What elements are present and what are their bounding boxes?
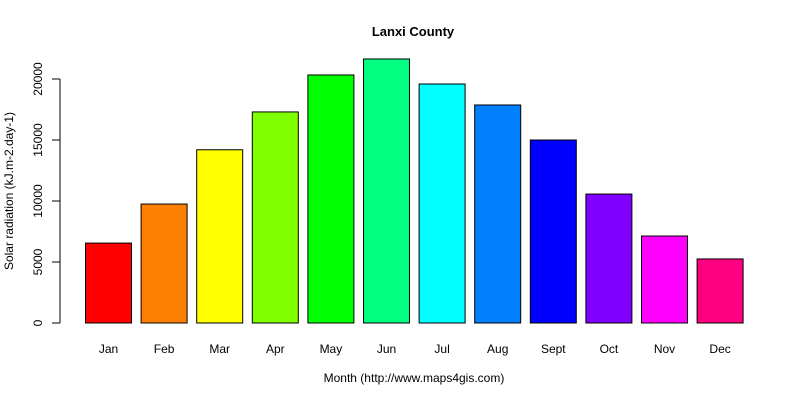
y-tick-label: 20000 [31,62,45,96]
bar-oct [585,193,633,324]
x-tick-label: Oct [600,342,619,356]
bar-sept [529,139,577,324]
y-tick-label: 0 [31,319,45,326]
x-tick-label: Dec [709,342,730,356]
bar-mar [196,149,244,324]
x-tick-label: Nov [654,342,675,356]
x-tick-label: Feb [154,342,175,356]
bar-aug [474,104,522,324]
x-tick-label: Jul [434,342,449,356]
bars [85,58,744,324]
bar-apr [251,111,299,324]
bar-nov [641,235,688,324]
x-tick-label: Sept [541,342,566,356]
bar-jul [418,83,466,324]
y-tick-label: 5000 [31,248,45,275]
x-axis-labels: Jan Feb Mar Apr May Jun Jul Aug Sept Oct Nov Dec [99,342,731,356]
x-tick-label: Jan [99,342,118,356]
bar-jun [363,58,410,324]
chart-title: Lanxi County [372,24,455,39]
x-tick-label: May [320,342,343,356]
x-axis-title: Month (http://www.maps4gis.com) [324,371,505,385]
y-tick-label: 10000 [31,184,45,218]
x-tick-label: Aug [487,342,508,356]
y-tick-label: 15000 [31,123,45,157]
x-tick-label: Mar [209,342,230,356]
y-axis-title: Solar radiation (kJ.m-2.day-1) [2,112,16,270]
x-tick-label: Apr [266,342,285,356]
bar-feb [140,203,188,324]
bar-may [307,74,355,324]
y-axis: 0 5000 10000 15000 20000 [31,62,61,326]
bar-jan [85,242,132,324]
bar-dec [696,258,744,324]
x-tick-label: Jun [377,342,396,356]
